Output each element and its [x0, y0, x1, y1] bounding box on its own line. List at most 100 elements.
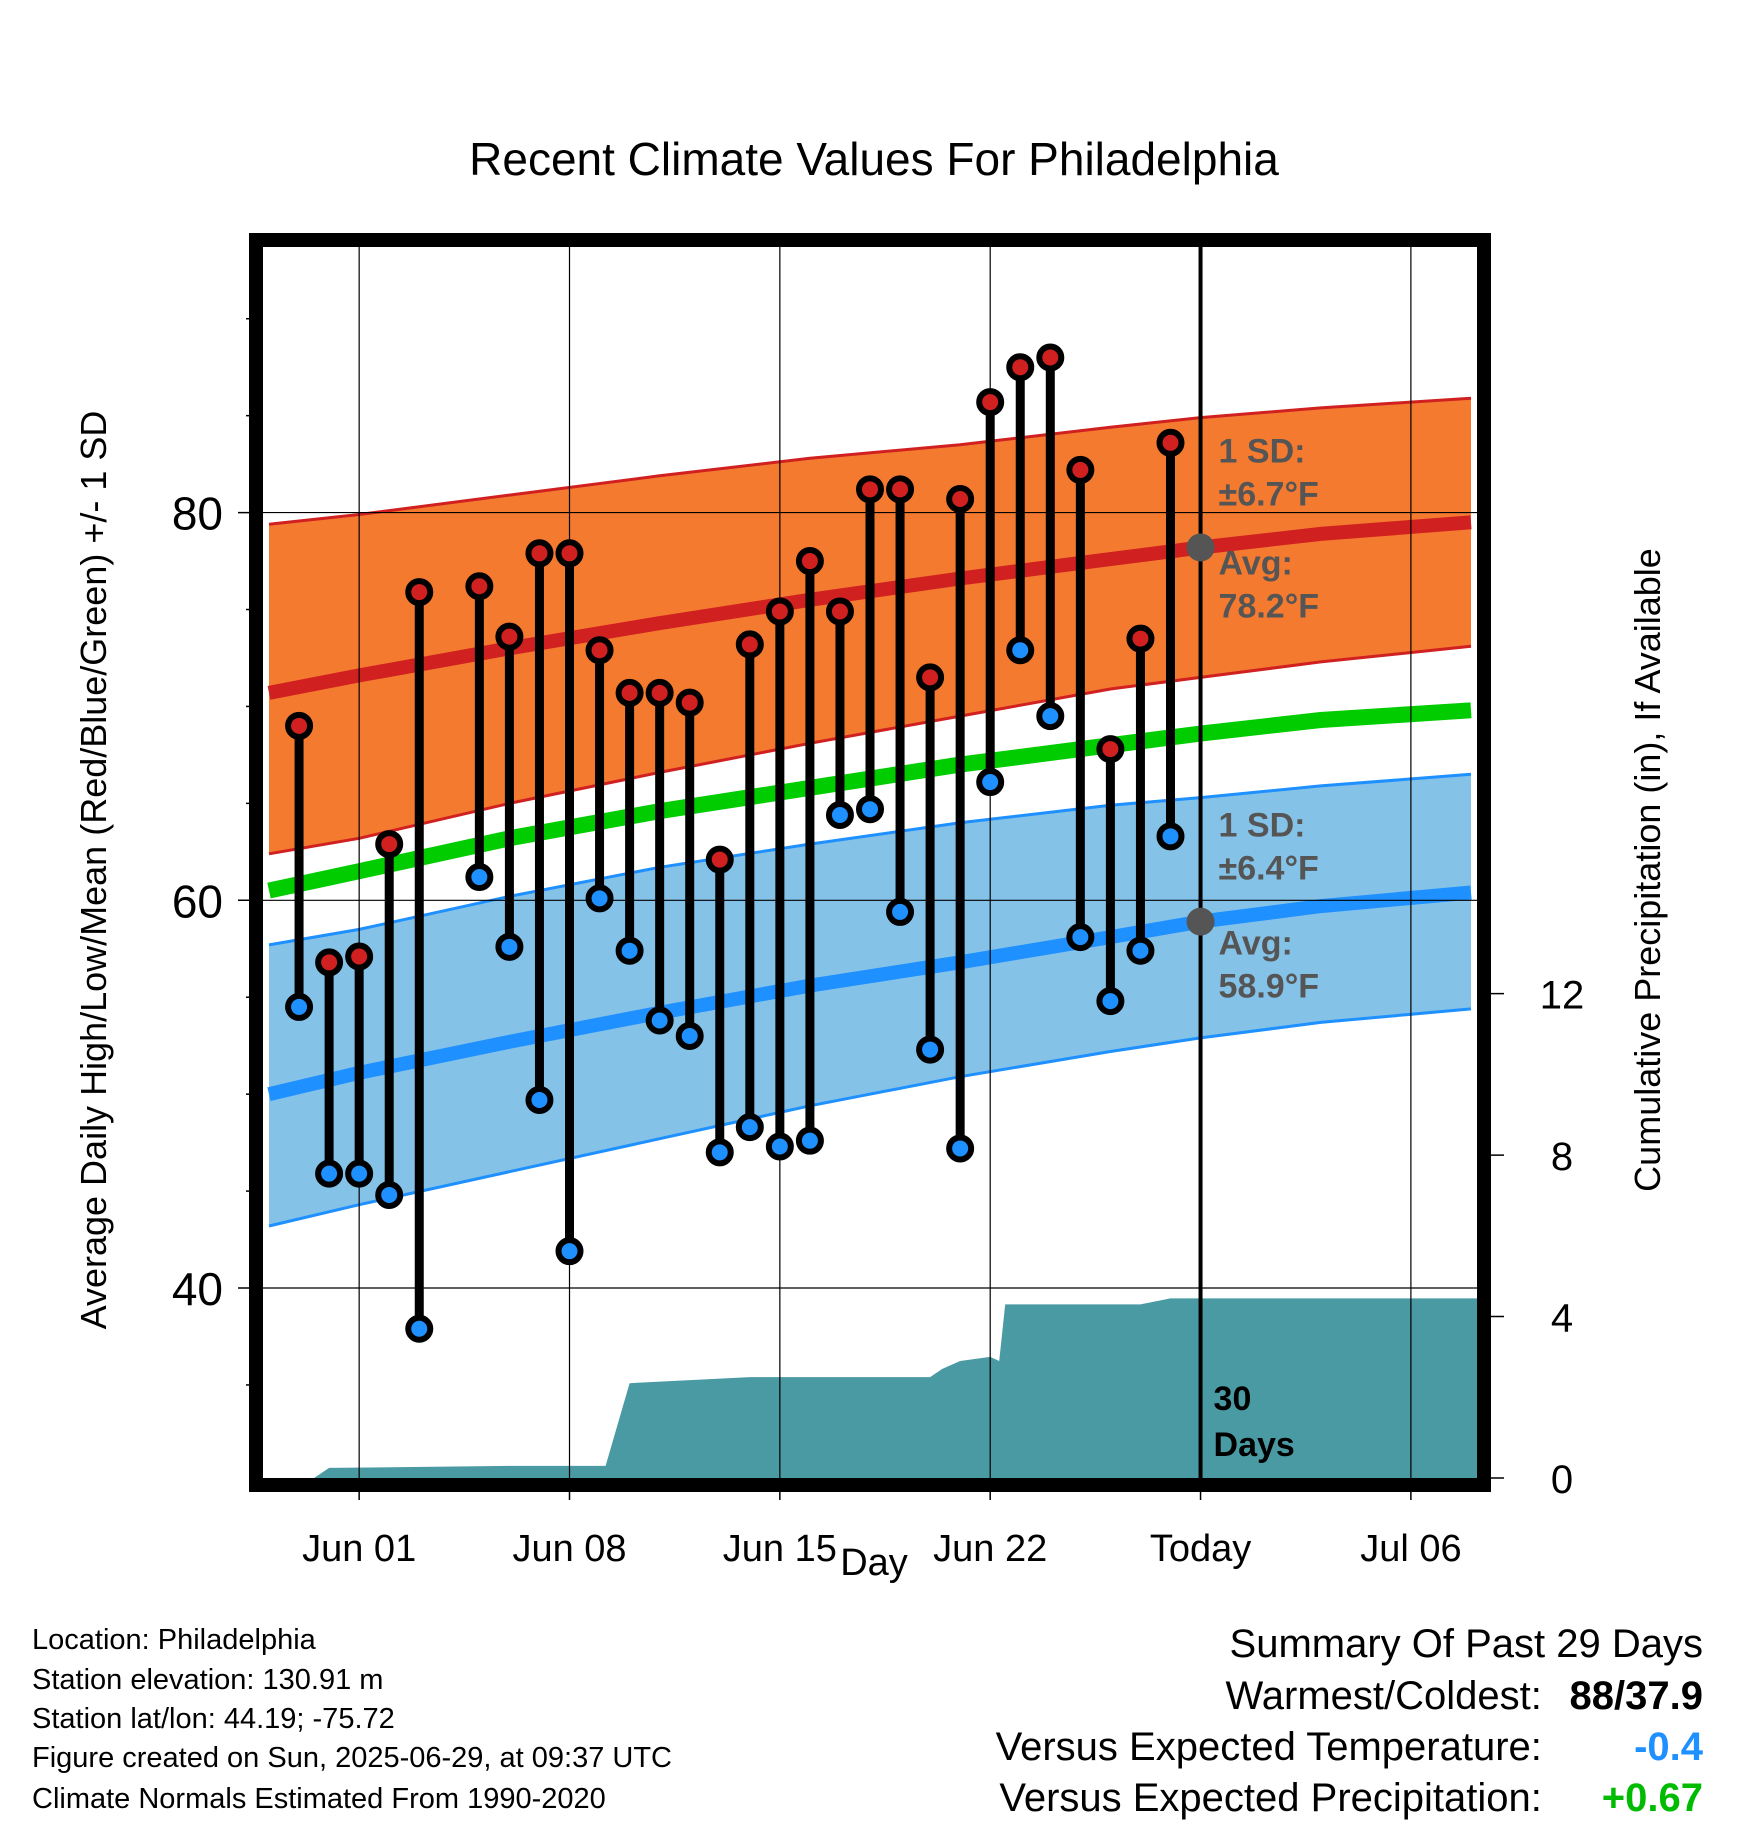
daily-low-point — [645, 1006, 674, 1035]
daily-low-point — [345, 1159, 374, 1188]
high-avg-label: Avg: — [1219, 544, 1293, 582]
climate-chart: Recent Climate Values For Philadelphia 1… — [73, 133, 1668, 1584]
daily-high-point — [615, 678, 644, 707]
today-days-label-number: 30 — [1214, 1380, 1252, 1418]
low-sd-band-lower-edge — [268, 1007, 1472, 1228]
precip-value: +0.67 — [1601, 1776, 1703, 1820]
x-tick-label: Today — [1150, 1528, 1251, 1570]
daily-low-point — [1156, 822, 1185, 851]
daily-low-point — [405, 1314, 434, 1343]
summary-warm-cold: Warmest/Coldest: 88/37.9 — [1226, 1674, 1704, 1719]
summary-precipitation: Versus Expected Precipitation: +0.67 — [999, 1776, 1703, 1821]
daily-high-point — [465, 572, 494, 601]
warm-cold-value: 88/37.9 — [1569, 1674, 1703, 1718]
precip-label: Versus Expected Precipitation: — [999, 1776, 1542, 1820]
y-tick-label-right: 8 — [1551, 1135, 1573, 1179]
daily-high-point — [315, 948, 344, 977]
daily-low-point — [705, 1138, 734, 1167]
low-avg-value: 58.9°F — [1219, 968, 1320, 1006]
daily-high-point — [856, 475, 884, 504]
daily-low-point — [765, 1132, 794, 1161]
daily-low-point — [886, 897, 915, 926]
daily-low-point — [735, 1113, 764, 1142]
daily-low-point — [1126, 936, 1155, 965]
info-location: Location: Philadelphia — [32, 1624, 316, 1656]
daily-high-point — [585, 636, 614, 665]
daily-high-point — [495, 622, 524, 651]
info-latlon: Station lat/lon: 44.19; -75.72 — [32, 1703, 395, 1735]
daily-low-point — [976, 768, 1005, 797]
x-tick-label: Jun 08 — [512, 1528, 626, 1570]
info-created: Figure created on Sun, 2025-06-29, at 09… — [32, 1742, 672, 1774]
daily-high-point — [1036, 343, 1065, 372]
y-tick-label-left: 40 — [172, 1263, 223, 1315]
high-avg-today-marker — [1186, 533, 1215, 562]
info-elevation: Station elevation: 130.91 m — [32, 1664, 384, 1696]
axes: Jun 01 Jun 08 Jun 15 Jun 22 Today Jul 0640608… — [172, 233, 1585, 1570]
daily-low-point — [615, 936, 644, 965]
high-avg-line — [267, 515, 1472, 700]
high-sd-band-upper-edge — [268, 396, 1472, 526]
daily-low-point — [675, 1022, 704, 1051]
daily-low-point — [375, 1180, 404, 1209]
plot-area: 1 SD: ±6.7°F Avg: 78.2°F 1 SD: ±6.4°F Avg: 58.9… — [263, 247, 1477, 1478]
daily-high-point — [285, 711, 314, 740]
high-sd-band-lower-edge — [268, 644, 1472, 856]
today-days-label-text: Days — [1214, 1426, 1295, 1464]
daily-low-point — [585, 884, 614, 913]
daily-high-point — [765, 597, 794, 626]
low-sd-band-upper-edge — [268, 772, 1472, 947]
high-sd-value: ±6.7°F — [1219, 475, 1319, 513]
y-tick-label-left: 60 — [172, 875, 223, 927]
high-sd-label: 1 SD: — [1219, 432, 1306, 470]
x-tick-label: Jun 22 — [933, 1528, 1047, 1570]
daily-high-point — [645, 678, 674, 707]
y-tick-label-right: 4 — [1551, 1297, 1573, 1341]
warm-cold-label: Warmest/Coldest: — [1225, 1674, 1542, 1718]
daily-low-point — [916, 1035, 945, 1064]
daily-high-point — [525, 539, 554, 568]
daily-high-point — [916, 663, 945, 692]
low-avg-line — [267, 885, 1472, 1102]
x-axis-label: Day — [840, 1542, 908, 1584]
daily-high-point — [555, 539, 584, 568]
mean-avg-line — [267, 702, 1472, 899]
y-axis-label-left: Average Daily High/Low/Mean (Red/Blue/Gr… — [73, 411, 114, 1330]
daily-low-point — [1066, 923, 1095, 952]
x-tick-label: Jul 06 — [1360, 1528, 1461, 1570]
daily-high-point — [1156, 428, 1185, 457]
y-tick-label-right: 0 — [1551, 1458, 1573, 1502]
daily-low-point — [1006, 636, 1035, 665]
daily-high-point — [1006, 353, 1035, 382]
y-axis-label-right: Cumulative Precipitation (in), If Availa… — [1627, 548, 1668, 1192]
plot-content: 1 SD: ±6.7°F Avg: 78.2°F 1 SD: ±6.4°F Avg: 58.9… — [263, 247, 1477, 1478]
daily-low-point — [285, 992, 314, 1021]
daily-high-point — [825, 597, 854, 626]
daily-high-point — [976, 388, 1005, 417]
y-tick-label-left: 80 — [172, 488, 223, 540]
summary-temperature: Versus Expected Temperature: -0.4 — [996, 1725, 1703, 1770]
daily-low-point — [315, 1159, 344, 1188]
daily-low-point — [555, 1237, 584, 1266]
y-tick-label-right: 12 — [1540, 974, 1585, 1018]
daily-low-point — [856, 795, 884, 824]
x-tick-label: Jun 15 — [723, 1528, 837, 1570]
daily-low-point — [825, 801, 854, 830]
daily-low-point — [1036, 702, 1065, 731]
low-avg-today-marker — [1186, 907, 1215, 936]
daily-high-point — [946, 485, 975, 514]
daily-low-point — [1096, 987, 1125, 1016]
daily-low-point — [946, 1134, 975, 1163]
daily-low-point — [495, 932, 524, 961]
daily-low-point — [465, 863, 494, 892]
daily-low-point — [795, 1126, 824, 1155]
low-sd-value: ±6.4°F — [1219, 849, 1319, 887]
daily-high-point — [1066, 455, 1095, 484]
temp-value: -0.4 — [1634, 1725, 1703, 1769]
precip-area — [263, 1298, 1477, 1478]
daily-high-point — [1126, 624, 1155, 653]
daily-high-point — [1096, 735, 1125, 764]
summary-title: Summary Of Past 29 Days — [1229, 1622, 1703, 1666]
high-avg-value: 78.2°F — [1219, 587, 1320, 625]
daily-high-point — [375, 830, 404, 859]
